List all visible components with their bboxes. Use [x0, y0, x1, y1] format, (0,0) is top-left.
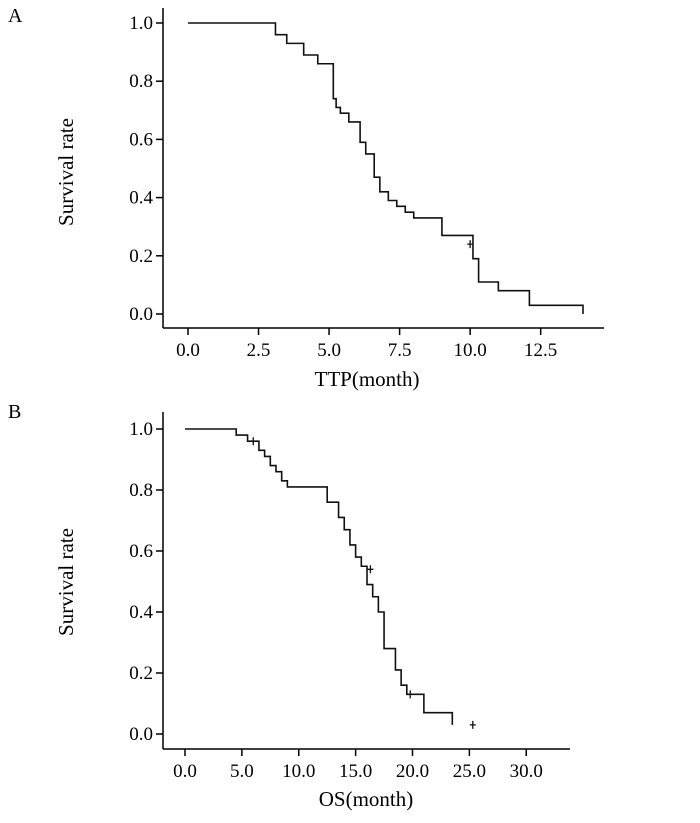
y-axis-title-b: Survival rate: [54, 528, 78, 636]
panel-label-b: B: [8, 401, 21, 423]
censor-mark-b-1: [367, 565, 374, 574]
marks-a: [188, 22, 584, 314]
x-tick-label-a-5: 12.5: [524, 340, 557, 361]
x-tick-label-b-2: 10.0: [282, 761, 315, 782]
x-tick-label-b-4: 20.0: [396, 761, 429, 782]
y-axis-title-a: Survival rate: [54, 118, 78, 226]
y-tick-label-a-4: 0.8: [129, 71, 153, 92]
x-axis-title-a: TTP(month): [315, 367, 420, 391]
x-axis-title-b: OS(month): [319, 787, 414, 811]
censor-mark-b-0: [250, 437, 257, 446]
survival-curve-b: [185, 428, 454, 725]
y-tick-label-b-5: 1.0: [129, 419, 153, 440]
censor-mark-a-0: [467, 240, 474, 249]
x-tick-label-b-3: 15.0: [339, 761, 372, 782]
y-tick-label-a-3: 0.6: [129, 129, 153, 150]
y-tick-label-b-4: 0.8: [129, 480, 153, 501]
ticks-b: 0.0 5.0 10.0 15.0 20.0 25.0 30.0 0.0 0.2 0.4 0.6 0.…: [129, 419, 543, 782]
panel-label-a: A: [8, 5, 23, 27]
x-tick-label-a-1: 2.5: [247, 340, 271, 361]
x-tick-label-b-5: 25.0: [453, 761, 486, 782]
panel-b: B Survival rate OS(month) 0.0 5.0 10.0 15.0…: [8, 401, 570, 811]
x-tick-label-b-1: 5.0: [230, 761, 254, 782]
ticks-a: 0.0 2.5 5.0 7.5 10.0 12.5 0.0 0.2 0.4 0.6 0.8 1.0: [129, 13, 557, 361]
y-tick-label-b-3: 0.6: [129, 541, 153, 562]
y-tick-label-b-2: 0.4: [129, 602, 153, 623]
censor-mark-b-2: [407, 690, 414, 699]
y-tick-label-a-5: 1.0: [129, 13, 153, 34]
x-tick-label-a-0: 0.0: [176, 340, 200, 361]
y-tick-label-b-0: 0.0: [129, 724, 153, 745]
panel-a: A Survival rate TTP(month) 0.0 2.5 5.0 7.5 1…: [8, 5, 604, 391]
x-tick-label-a-3: 7.5: [388, 340, 412, 361]
survival-curve-a: [188, 22, 584, 314]
x-tick-label-b-0: 0.0: [173, 761, 197, 782]
censor-mark-b-3: [469, 720, 476, 729]
y-tick-label-b-1: 0.2: [129, 663, 153, 684]
marks-b: [185, 428, 476, 729]
y-tick-label-a-0: 0.0: [129, 304, 153, 325]
x-tick-label-a-2: 5.0: [317, 340, 341, 361]
x-tick-label-b-6: 30.0: [510, 761, 543, 782]
y-tick-label-a-2: 0.4: [129, 188, 153, 209]
x-tick-label-a-4: 10.0: [454, 340, 487, 361]
y-tick-label-a-1: 0.2: [129, 246, 153, 267]
